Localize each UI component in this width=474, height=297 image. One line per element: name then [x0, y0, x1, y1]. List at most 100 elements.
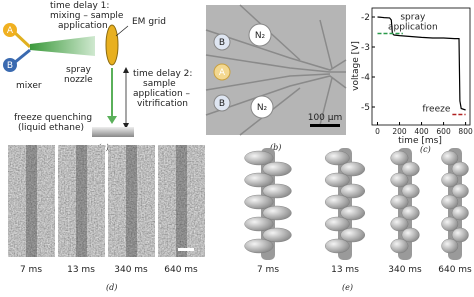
channels	[205, 4, 347, 136]
density-lobe	[340, 183, 366, 199]
time-label: 7 ms	[257, 265, 279, 275]
x-tick-label: 200	[392, 127, 407, 136]
density-lobe	[244, 194, 274, 210]
annotation: application	[388, 23, 438, 33]
inlet-label: B	[219, 38, 225, 48]
time-label: 7 ms	[20, 265, 42, 275]
density-lobe	[244, 172, 274, 188]
scale-bar	[178, 248, 194, 251]
ethane-cup	[92, 127, 134, 137]
annotation: spray	[400, 13, 426, 23]
arrow-head	[123, 67, 129, 73]
time-label: 640 ms	[438, 265, 472, 275]
density-lobe	[244, 216, 274, 232]
density-lobe	[390, 172, 409, 188]
density-lobe	[324, 150, 350, 166]
panel-d: (d) 7 ms 13 ms 340 ms 640 ms	[8, 145, 205, 292]
density-lobe	[262, 227, 292, 243]
inlet-label: B	[7, 61, 13, 71]
panel-label: (d)	[106, 283, 117, 292]
scale-bar	[310, 124, 340, 127]
em-image	[8, 145, 55, 257]
caption: nozzle	[64, 75, 93, 85]
x-tick-label: 0	[375, 127, 380, 136]
tube	[13, 48, 31, 65]
inlet-a	[3, 23, 17, 37]
density-lobe	[340, 205, 366, 221]
density-lobe	[390, 216, 409, 232]
panel-label: (c)	[420, 145, 431, 154]
inlet-label: B	[219, 99, 225, 109]
density-lobe	[390, 238, 409, 254]
y-tick-label: -4	[361, 73, 370, 83]
caption: vitrification	[137, 99, 188, 109]
inlet-label: A	[219, 68, 226, 78]
density-lobe	[441, 238, 459, 254]
x-axis-label: time [ms]	[398, 136, 442, 146]
density-lobe	[262, 205, 292, 221]
density-lobe	[262, 161, 292, 177]
density-lobe	[451, 205, 469, 221]
em-image	[108, 145, 155, 257]
caption: freeze quenching	[14, 113, 92, 123]
time-label: 13 ms	[67, 265, 95, 275]
density-lobe	[401, 205, 420, 221]
density-lobe	[451, 183, 469, 199]
density-lobe	[340, 161, 366, 177]
time-label: 340 ms	[388, 265, 422, 275]
time-label: 340 ms	[114, 265, 148, 275]
em-image	[158, 145, 205, 257]
density-lobe	[390, 194, 409, 210]
panel-c: voltage [V] time [ms] (c) -2 -3 -4 -5 0 200 40…	[351, 7, 473, 154]
density-lobe	[441, 150, 459, 166]
density-lobe	[324, 216, 350, 232]
density-lobe	[244, 150, 274, 166]
voltage-line	[377, 16, 466, 111]
gas-label: N₂	[255, 31, 266, 41]
em-fibril	[26, 145, 37, 257]
inlet	[213, 33, 231, 51]
spray-cone	[30, 36, 95, 56]
panel-a: A B time delay 1: mixing – sample applic…	[3, 1, 192, 152]
inlet	[213, 63, 231, 81]
caption: spray	[66, 65, 92, 75]
y-tick-label: -3	[361, 43, 370, 53]
x-tick-label: 400	[414, 127, 429, 136]
caption: application –	[133, 89, 191, 99]
density-lobe	[244, 238, 274, 254]
em-fibril	[176, 145, 187, 257]
caption: sample	[143, 79, 176, 89]
arrow-head	[123, 123, 129, 129]
gas-inlet	[248, 23, 272, 47]
density-lobe	[324, 194, 350, 210]
density-lobe	[324, 238, 350, 254]
density-lobe	[324, 172, 350, 188]
scale-label: 100 µm	[308, 113, 343, 123]
density-lobe	[401, 183, 420, 199]
density-lobe	[401, 227, 420, 243]
em-fibril	[126, 145, 137, 257]
density-lobe	[441, 172, 459, 188]
panel-b: B A B N₂ N₂ 100 µm (b)	[205, 4, 347, 152]
em-grid	[105, 24, 119, 66]
em-fibril	[76, 145, 87, 257]
caption: EM grid	[132, 17, 166, 27]
density-lobe	[390, 150, 409, 166]
density-lobe	[451, 161, 469, 177]
caption: time delay 1:	[50, 1, 109, 11]
density-lobe	[451, 227, 469, 243]
x-tick-label: 600	[436, 127, 451, 136]
density-lobe	[441, 194, 459, 210]
gas-label: N₂	[257, 103, 268, 113]
em-image	[58, 145, 105, 257]
y-tick-label: -5	[361, 103, 370, 113]
y-tick-label: -2	[361, 13, 370, 23]
panel-label: (e)	[342, 283, 353, 292]
gas-inlet	[250, 95, 274, 119]
plot-frame	[371, 7, 471, 126]
annotation: freeze	[422, 105, 450, 115]
arrow-head	[107, 116, 117, 124]
inlet-b	[3, 58, 17, 72]
density-lobe	[340, 227, 366, 243]
